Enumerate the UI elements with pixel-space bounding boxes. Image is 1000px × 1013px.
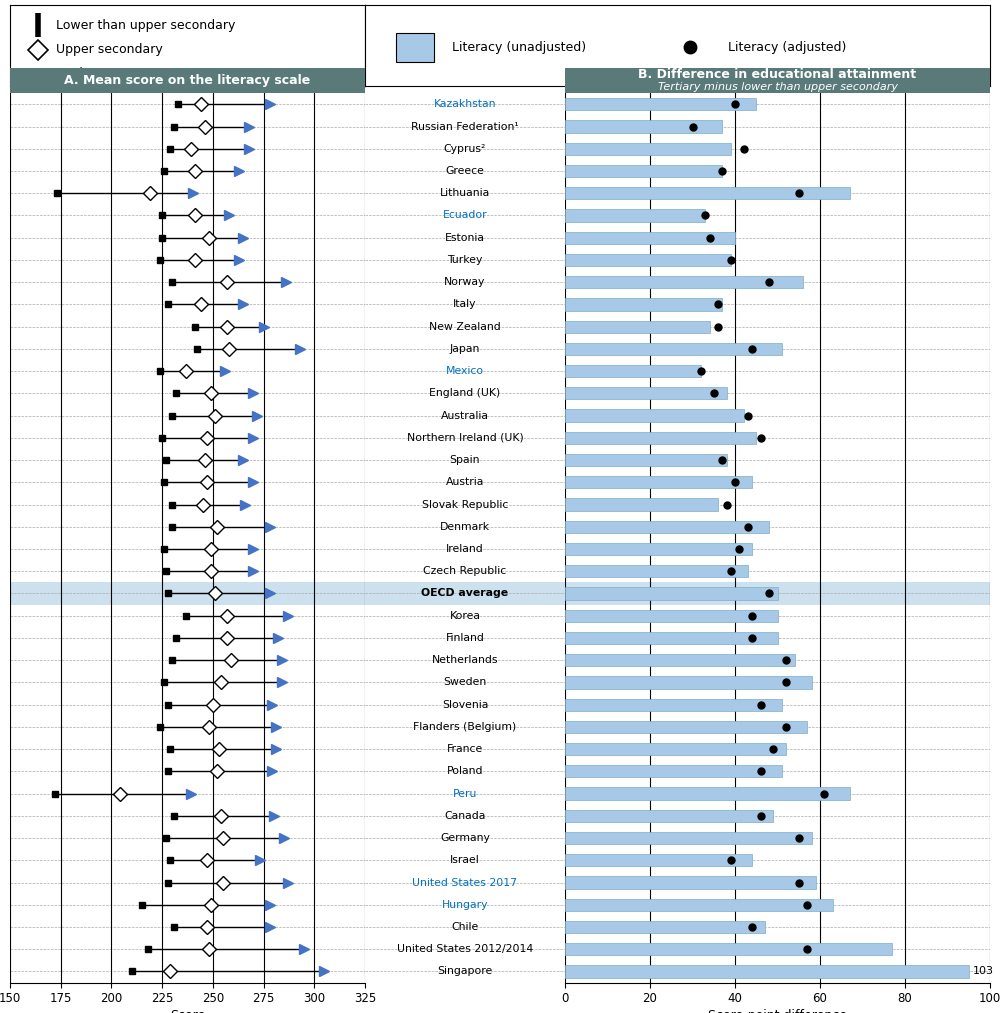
Text: Upper secondary: Upper secondary bbox=[56, 44, 163, 56]
Text: Finland: Finland bbox=[446, 633, 484, 643]
Bar bbox=[565, 765, 782, 778]
Text: Literacy (adjusted): Literacy (adjusted) bbox=[728, 41, 846, 54]
Text: England (UK): England (UK) bbox=[429, 388, 501, 398]
Bar bbox=[565, 454, 726, 466]
Text: Lithuania: Lithuania bbox=[440, 188, 490, 199]
Bar bbox=[565, 677, 812, 689]
Text: New Zealand: New Zealand bbox=[429, 322, 501, 331]
Bar bbox=[365, 582, 565, 605]
Text: Canada: Canada bbox=[444, 810, 486, 821]
X-axis label: Score-point difference: Score-point difference bbox=[708, 1010, 847, 1013]
Text: Greece: Greece bbox=[446, 166, 484, 176]
Text: Kazakhstan: Kazakhstan bbox=[434, 99, 496, 109]
Bar bbox=[565, 121, 722, 133]
Bar bbox=[396, 33, 434, 62]
Text: Lower than upper secondary: Lower than upper secondary bbox=[56, 19, 236, 31]
Text: Denmark: Denmark bbox=[440, 522, 490, 532]
Text: France: France bbox=[447, 745, 483, 754]
Text: Slovenia: Slovenia bbox=[442, 700, 488, 710]
Bar bbox=[565, 610, 778, 622]
Text: Australia: Australia bbox=[441, 410, 489, 420]
Text: United States 2012/2014: United States 2012/2014 bbox=[397, 944, 533, 954]
Bar bbox=[565, 699, 782, 711]
Bar bbox=[565, 832, 812, 844]
Bar bbox=[565, 943, 892, 955]
Bar bbox=[565, 721, 807, 733]
Text: B. Difference in educational attainment: B. Difference in educational attainment bbox=[638, 68, 917, 81]
Text: Spain: Spain bbox=[450, 455, 480, 465]
Bar bbox=[565, 232, 735, 244]
Text: Slovak Republic: Slovak Republic bbox=[422, 499, 508, 510]
Bar bbox=[565, 143, 731, 155]
Bar bbox=[565, 187, 850, 200]
Bar bbox=[565, 787, 850, 799]
Text: Northern Ireland (UK): Northern Ireland (UK) bbox=[407, 433, 523, 443]
Bar bbox=[565, 588, 778, 600]
Text: 103: 103 bbox=[973, 966, 994, 977]
Text: A. Mean score on the literacy scale: A. Mean score on the literacy scale bbox=[64, 74, 311, 87]
Bar bbox=[565, 409, 744, 421]
Bar bbox=[565, 543, 752, 555]
Text: Germany: Germany bbox=[440, 833, 490, 843]
Text: Estonia: Estonia bbox=[445, 233, 485, 243]
Bar bbox=[565, 565, 748, 577]
Text: Chile: Chile bbox=[451, 922, 479, 932]
Text: Russian Federation¹: Russian Federation¹ bbox=[411, 122, 519, 132]
Bar bbox=[565, 965, 969, 978]
Text: Peru: Peru bbox=[453, 788, 477, 798]
Bar bbox=[565, 320, 710, 333]
Bar bbox=[565, 210, 705, 222]
Bar bbox=[565, 809, 773, 822]
Bar bbox=[565, 277, 803, 289]
Bar bbox=[565, 899, 833, 911]
Text: Poland: Poland bbox=[447, 767, 483, 776]
Text: Czech Republic: Czech Republic bbox=[423, 566, 507, 576]
Bar bbox=[10, 582, 365, 605]
Bar bbox=[565, 632, 778, 644]
Text: Tertiary: Tertiary bbox=[56, 68, 103, 80]
Text: OECD average: OECD average bbox=[421, 589, 509, 599]
Text: Ireland: Ireland bbox=[446, 544, 484, 554]
Text: Cyprus²: Cyprus² bbox=[444, 144, 486, 154]
Bar bbox=[565, 854, 752, 866]
Text: Ecuador: Ecuador bbox=[443, 211, 487, 221]
Text: Israel: Israel bbox=[450, 855, 480, 865]
Bar bbox=[565, 98, 756, 110]
Text: Turkey: Turkey bbox=[447, 255, 483, 265]
Bar bbox=[565, 498, 718, 511]
Text: Korea: Korea bbox=[450, 611, 480, 621]
Bar bbox=[565, 582, 990, 605]
Bar bbox=[565, 476, 752, 488]
Text: Netherlands: Netherlands bbox=[432, 655, 498, 666]
Bar bbox=[565, 876, 816, 888]
Text: Hungary: Hungary bbox=[442, 900, 488, 910]
Bar bbox=[565, 654, 794, 667]
Bar bbox=[565, 365, 701, 377]
Text: Flanders (Belgium): Flanders (Belgium) bbox=[413, 722, 517, 732]
Bar bbox=[565, 921, 765, 933]
Bar bbox=[565, 432, 756, 444]
Bar bbox=[565, 342, 782, 355]
Text: Italy: Italy bbox=[453, 300, 477, 309]
Bar bbox=[565, 743, 786, 756]
Bar bbox=[565, 254, 731, 266]
Text: United States 2017: United States 2017 bbox=[413, 877, 518, 887]
Text: Norway: Norway bbox=[444, 278, 486, 288]
Bar bbox=[565, 387, 726, 399]
X-axis label: Score: Score bbox=[170, 1010, 205, 1013]
Text: Mexico: Mexico bbox=[446, 366, 484, 376]
Text: Austria: Austria bbox=[446, 477, 484, 487]
Bar bbox=[565, 521, 769, 533]
Text: Japan: Japan bbox=[450, 343, 480, 354]
Text: Literacy (unadjusted): Literacy (unadjusted) bbox=[452, 41, 587, 54]
Bar bbox=[565, 298, 722, 311]
Text: Sweden: Sweden bbox=[443, 678, 487, 688]
Bar bbox=[565, 165, 722, 177]
Text: Tertiary minus lower than upper secondary: Tertiary minus lower than upper secondar… bbox=[658, 82, 898, 92]
Text: Singapore: Singapore bbox=[437, 966, 493, 977]
